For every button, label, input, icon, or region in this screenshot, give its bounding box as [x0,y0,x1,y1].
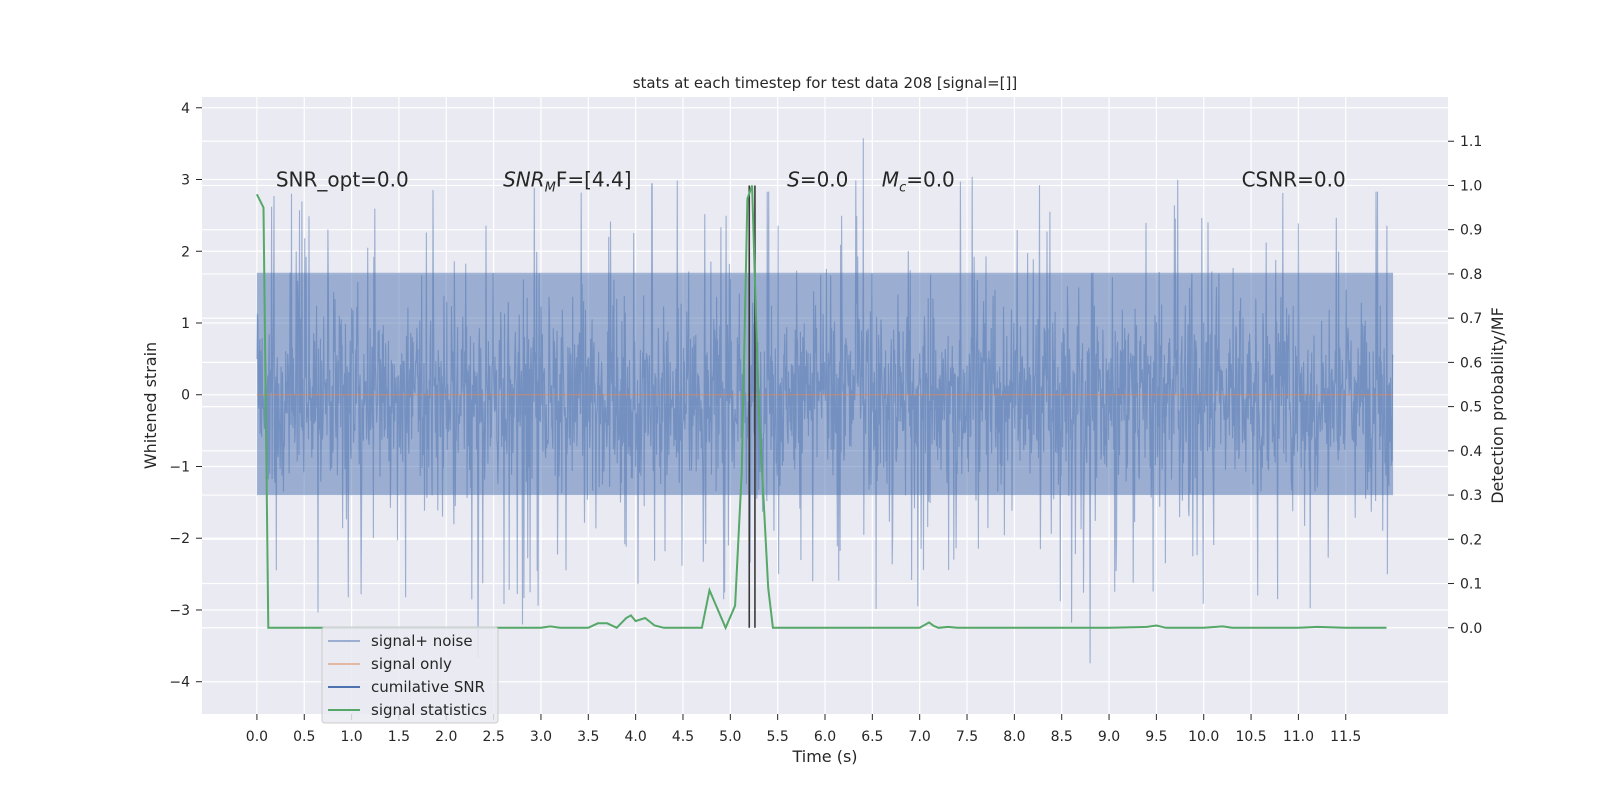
y2-tick-label: 0.8 [1460,267,1482,283]
x-axis: 0.0 0.5 1.0 1.5 2.0 2.5 3.0 3.5 4.0 4.5 5.0 5.5 6.0 6… [246,714,1361,745]
annotations: SNR_opt=0.0 SNRMF=[4.4] S=0.0 Mc=0.0 CSNR=0.… [276,168,1346,196]
legend-label: signal statistics [371,701,487,719]
y2-tick-label: 0.9 [1460,223,1482,239]
x-tick-label: 1.5 [388,729,410,745]
annotation-text: CSNR=0.0 [1242,168,1346,192]
legend-label: signal only [371,655,452,673]
legend-label: signal+ noise [371,632,473,650]
x-axis-label: Time (s) [791,747,857,766]
y2-tick-label: 0.7 [1460,311,1482,327]
legend: signal+ noise signal only cumilative SNR si… [321,626,499,724]
series-signal-statistics [256,185,1387,631]
y-tick-label: −4 [169,675,190,691]
x-tick-label: 9.0 [1098,729,1120,745]
x-tick-label: 10.5 [1235,729,1266,745]
y-axis-left: −4 −3 −2 −1 0 1 2 3 4 [169,101,202,691]
y-tick-label: −1 [169,459,190,475]
annotation-text: S=0.0 [787,168,848,192]
y2-axis-label: Detection probability/MF [1488,307,1507,504]
x-tick-label: 7.0 [909,729,931,745]
y-tick-label: −3 [169,603,190,619]
x-tick-label: 6.0 [814,729,836,745]
legend-label: cumilative SNR [371,678,485,696]
x-tick-label: 8.0 [1003,729,1025,745]
x-tick-label: 3.0 [530,729,552,745]
y2-tick-label: 1.1 [1460,134,1482,150]
series-signal-noise [256,138,1394,664]
x-tick-label: 3.5 [577,729,599,745]
y-tick-label: 1 [181,316,190,332]
x-tick-label: 11.0 [1283,729,1314,745]
x-tick-label: 9.5 [1145,729,1167,745]
x-tick-label: 0.5 [293,729,315,745]
x-tick-label: 2.5 [482,729,504,745]
y2-tick-label: 0.0 [1460,621,1482,637]
x-tick-label: 8.5 [1051,729,1073,745]
y-tick-label: 2 [181,244,190,260]
x-tick-label: 5.5 [767,729,789,745]
x-tick-label: 7.5 [956,729,978,745]
y2-tick-label: 0.4 [1460,444,1482,460]
x-tick-label: 10.0 [1188,729,1219,745]
y2-tick-label: 0.2 [1460,532,1482,548]
x-tick-label: 1.0 [340,729,362,745]
annotation-text: Mc=0.0 [882,168,955,196]
y-tick-label: 0 [181,388,190,404]
y2-tick-label: 0.6 [1460,355,1482,371]
y2-tick-label: 0.5 [1460,400,1482,416]
annotation-text: SNRMF=[4.4] [503,168,631,196]
y2-tick-label: 1.0 [1460,178,1482,194]
y-axis-label: Whitened strain [141,342,160,469]
series-layer [256,138,1394,664]
y-axis-right: 0.0 0.1 0.2 0.3 0.4 0.5 0.6 0.7 0.8 0.9 1.0 1.1 [1448,134,1482,637]
x-tick-label: 0.0 [246,729,268,745]
x-tick-label: 4.0 [625,729,647,745]
y-tick-label: 3 [181,173,190,189]
chart-title: stats at each timestep for test data 208… [633,74,1018,92]
x-tick-label: 5.0 [719,729,741,745]
y-tick-label: 4 [181,101,190,117]
annotation-text: SNR_opt=0.0 [276,168,409,192]
x-tick-label: 11.5 [1330,729,1361,745]
legend-box [321,626,499,724]
x-tick-label: 6.5 [861,729,883,745]
y2-tick-label: 0.3 [1460,488,1482,504]
y2-tick-label: 0.1 [1460,577,1482,593]
y-tick-label: −2 [169,531,190,547]
x-tick-label: 4.5 [672,729,694,745]
x-tick-label: 2.0 [435,729,457,745]
